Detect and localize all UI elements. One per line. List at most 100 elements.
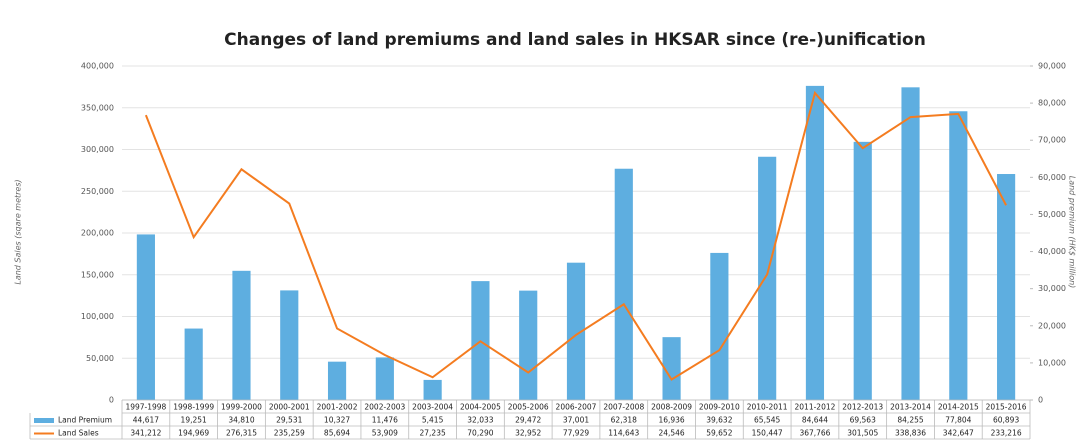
table-cell: 32,952 <box>515 429 541 438</box>
table-cell: 10,327 <box>324 416 350 425</box>
y-tick-label: 400,000 <box>81 62 114 71</box>
table-cell: 29,531 <box>276 416 302 425</box>
table-cell: 65,545 <box>754 416 780 425</box>
table-cell: 59,652 <box>706 429 732 438</box>
bar <box>184 328 203 400</box>
bar <box>614 168 633 400</box>
y2-tick-label: 10,000 <box>1038 358 1066 367</box>
bar <box>853 141 872 400</box>
y-tick-label: 350,000 <box>81 103 114 112</box>
table-cell: 114,643 <box>608 429 639 438</box>
bar <box>375 357 394 400</box>
table-header: 2004-2005 <box>460 403 501 412</box>
table-cell: 69,563 <box>850 416 876 425</box>
bar <box>566 262 586 400</box>
table-cell: 29,472 <box>515 416 541 425</box>
y-tick-label: 50,000 <box>86 354 114 363</box>
bar <box>519 290 538 400</box>
bar <box>901 87 920 400</box>
bar <box>280 290 299 400</box>
table-cell: 338,836 <box>895 429 926 438</box>
y2-tick-label: 30,000 <box>1038 284 1066 293</box>
table-cell: 60,893 <box>993 416 1019 425</box>
table-cell: 34,810 <box>228 416 254 425</box>
table-cell: 44,617 <box>133 416 159 425</box>
bar <box>423 379 442 400</box>
table-header: 2014-2015 <box>938 403 979 412</box>
y2-tick-label: 0 <box>1038 396 1043 405</box>
table-cell: 342,647 <box>943 429 974 438</box>
table-cell: 341,212 <box>130 429 161 438</box>
table-cell: 37,001 <box>563 416 589 425</box>
table-header: 2000-2001 <box>269 403 310 412</box>
table-header: 2012-2013 <box>842 403 883 412</box>
y2-axis-title: Land premium (HK$ million) <box>1068 176 1077 289</box>
table-header: 2008-2009 <box>651 403 692 412</box>
table-cell: 62,318 <box>611 416 637 425</box>
table-cell: 70,290 <box>467 429 493 438</box>
y-axis-title: Land Sales (sqare metres) <box>14 179 23 284</box>
table-header: 2013-2014 <box>890 403 931 412</box>
bar <box>758 156 777 400</box>
table-cell: 77,804 <box>945 416 971 425</box>
table-cell: 150,447 <box>752 429 783 438</box>
legend-label: Land Sales <box>58 429 99 438</box>
bar <box>136 234 155 400</box>
y2-tick-label: 60,000 <box>1038 173 1066 182</box>
chart-title: Changes of land premiums and land sales … <box>224 30 926 50</box>
table-cell: 85,694 <box>324 429 350 438</box>
table-header: 2010-2011 <box>747 403 788 412</box>
table-cell: 301,505 <box>847 429 878 438</box>
bar <box>710 252 729 400</box>
y-tick-label: 150,000 <box>81 270 114 279</box>
y2-tick-label: 40,000 <box>1038 247 1066 256</box>
table-header: 1997-1998 <box>125 403 166 412</box>
bar <box>232 270 251 400</box>
legend-label: Land Premium <box>58 416 112 425</box>
table-cell: 16,936 <box>658 416 684 425</box>
table-cell: 5,415 <box>422 416 444 425</box>
table-cell: 53,909 <box>372 429 398 438</box>
line <box>144 90 1007 381</box>
table-header: 2006-2007 <box>556 403 597 412</box>
y2-tick-label: 50,000 <box>1038 210 1066 219</box>
table-cell: 84,644 <box>802 416 828 425</box>
table-cell: 77,929 <box>563 429 589 438</box>
table-header: 2001-2002 <box>317 403 358 412</box>
bar <box>805 85 825 400</box>
table-cell: 276,315 <box>226 429 257 438</box>
table-cell: 27,235 <box>420 429 446 438</box>
table-cell: 84,255 <box>897 416 923 425</box>
table-cell: 39,632 <box>706 416 732 425</box>
table-header: 2005-2006 <box>508 403 549 412</box>
table-header: 2009-2010 <box>699 403 740 412</box>
bar <box>327 361 347 400</box>
y-tick-label: 200,000 <box>81 229 114 238</box>
y2-tick-label: 90,000 <box>1038 62 1066 71</box>
table-header: 1999-2000 <box>221 403 262 412</box>
y-tick-label: 250,000 <box>81 187 114 196</box>
table-header: 2003-2004 <box>412 403 453 412</box>
table-cell: 194,969 <box>178 429 209 438</box>
table-header: 2015-2016 <box>986 403 1027 412</box>
bar <box>997 174 1016 400</box>
legend-swatch <box>34 418 54 423</box>
table-cell: 19,251 <box>181 416 207 425</box>
table-cell: 367,766 <box>799 429 830 438</box>
table-cell: 233,216 <box>991 429 1022 438</box>
bar <box>949 111 968 400</box>
table-header: 2002-2003 <box>364 403 405 412</box>
table-header: 2007-2008 <box>603 403 644 412</box>
table-header: 1998-1999 <box>173 403 214 412</box>
table-cell: 11,476 <box>372 416 398 425</box>
y-tick-label: 100,000 <box>81 312 114 321</box>
y2-tick-label: 70,000 <box>1038 136 1066 145</box>
table-header: 2011-2012 <box>795 403 836 412</box>
table-cell: 235,259 <box>274 429 305 438</box>
bar <box>662 337 681 400</box>
y-tick-label: 300,000 <box>81 145 114 154</box>
table-cell: 24,546 <box>658 429 684 438</box>
y-tick-label: 0 <box>109 396 114 405</box>
table-cell: 32,033 <box>467 416 493 425</box>
